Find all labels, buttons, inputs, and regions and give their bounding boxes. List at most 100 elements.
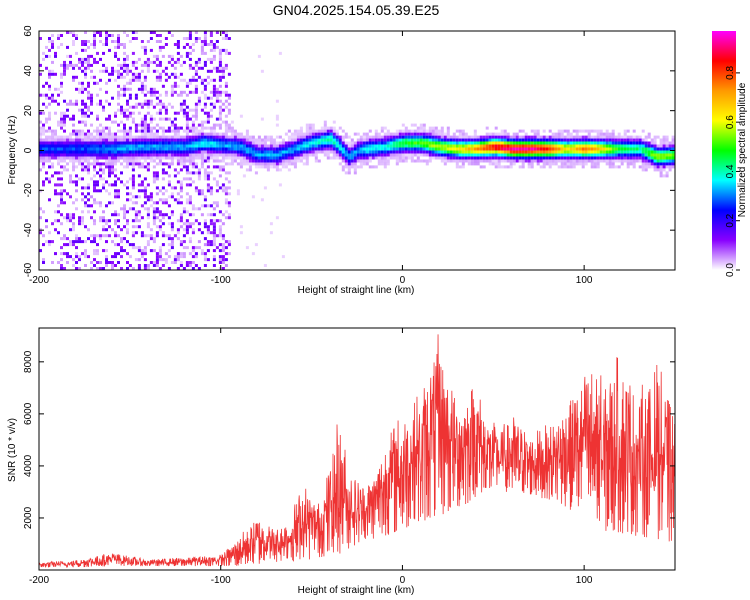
- spectrogram-cell: [78, 153, 81, 157]
- spectrogram-cell: [146, 264, 150, 267]
- spectrogram-cell: [431, 126, 435, 130]
- spectrogram-cell: [176, 126, 180, 130]
- spectrogram-cell: [75, 99, 78, 103]
- spectrogram-cell: [72, 117, 75, 121]
- spectrogram-cell: [90, 63, 93, 67]
- spectrogram-cell: [126, 210, 129, 214]
- spectrogram-cell: [428, 159, 432, 163]
- spectrogram-cell: [374, 153, 378, 157]
- spectrogram-cell: [623, 150, 627, 154]
- spectrogram-cell: [206, 135, 210, 139]
- spectrogram-cell: [140, 117, 144, 121]
- spectrogram-cell: [494, 150, 498, 154]
- spectrogram-cell: [287, 150, 291, 154]
- spectrogram-cell: [497, 135, 501, 139]
- spectrogram-cell: [99, 78, 102, 82]
- spectrogram-cell: [182, 78, 186, 82]
- spectrogram-cell: [584, 135, 588, 139]
- spectrogram-cell: [164, 162, 168, 166]
- spectrogram-cell: [90, 204, 93, 208]
- spectrogram-cell: [42, 129, 45, 133]
- spectrogram-cell: [140, 90, 144, 94]
- spectrogram-cell: [197, 222, 201, 226]
- spectrogram-cell: [72, 138, 75, 142]
- spectrogram-cell: [128, 78, 132, 82]
- spectrogram-cell: [302, 138, 306, 142]
- spectrogram-cell: [236, 144, 240, 148]
- spectrogram-cell: [236, 150, 240, 154]
- spectrogram-cell: [146, 141, 150, 145]
- spectrogram-cell: [197, 60, 201, 64]
- spectrogram-cell: [197, 99, 201, 103]
- spectrogram-cell: [75, 261, 78, 264]
- spectrogram-cell: [371, 135, 375, 139]
- spectrogram-cell: [45, 177, 48, 181]
- spectrogram-cell: [143, 123, 147, 127]
- spectrogram-cell: [188, 159, 192, 163]
- spectrogram-cell: [158, 78, 162, 82]
- spectrogram-cell: [635, 135, 639, 139]
- spectrogram-cell: [72, 114, 75, 118]
- spectrogram-cell: [51, 45, 54, 49]
- spectrogram-cell: [164, 138, 168, 142]
- spectrogram-cell: [137, 102, 141, 106]
- spectrogram-cell: [362, 141, 366, 145]
- spectrogram-cell: [503, 129, 507, 133]
- spectrogram-cell: [179, 216, 183, 220]
- spectrogram-cell: [182, 135, 186, 139]
- spectrogram-cell: [593, 165, 597, 169]
- spectrogram-cell: [93, 135, 96, 139]
- spectrogram-cell: [84, 102, 87, 106]
- spectrogram-cell: [155, 75, 159, 79]
- spectrogram-cell: [242, 141, 246, 145]
- spectrogram-cell: [81, 48, 84, 52]
- spectrogram-cell: [320, 144, 324, 148]
- spectrogram-cell: [54, 171, 57, 175]
- spectrogram-cell: [326, 156, 330, 160]
- spectrogram-cell: [75, 237, 78, 241]
- spectrogram-cell: [161, 150, 165, 154]
- spectrogram-cell: [422, 159, 426, 163]
- spectrogram-cell: [626, 156, 630, 160]
- spectrogram-cell: [320, 150, 324, 154]
- spectrogram-cell: [197, 37, 201, 40]
- snr-x-tick-label: -200: [29, 575, 49, 586]
- spectrogram-cell: [641, 159, 645, 163]
- spectrogram-cell: [350, 144, 354, 148]
- spectrogram-cell: [108, 78, 111, 82]
- spectrogram-cell: [120, 249, 123, 253]
- spectrogram-cell: [185, 147, 189, 151]
- spectrogram-cell: [131, 78, 135, 82]
- spectrogram-cell: [57, 138, 60, 142]
- spectrogram-cell: [377, 156, 381, 160]
- spectrogram-cell: [257, 150, 261, 154]
- spectrogram-cell: [72, 75, 75, 79]
- spectrogram-cell: [341, 156, 345, 160]
- spectrogram-cell: [81, 129, 84, 133]
- spectrogram-cell: [488, 147, 492, 151]
- spectrogram-cell: [54, 183, 57, 187]
- spectrogram-cell: [257, 159, 261, 163]
- snr-series: [39, 334, 675, 569]
- spectrogram-cell: [656, 156, 660, 160]
- spectrogram-cell: [464, 153, 468, 157]
- spectrogram-cell: [176, 255, 180, 259]
- spectrogram-cell: [179, 240, 183, 244]
- spectrogram-cell: [114, 210, 117, 214]
- spectrogram-cell: [203, 120, 207, 124]
- spectrogram-cell: [311, 123, 315, 127]
- spectrogram-cell: [105, 219, 108, 223]
- spectrogram-cell: [84, 144, 87, 148]
- spectrogram-cell: [161, 243, 165, 247]
- spectrogram-cell: [227, 162, 231, 166]
- spectrogram-cell: [170, 240, 174, 244]
- spectrogram-cell: [476, 150, 480, 154]
- spectrogram-cell: [200, 165, 204, 169]
- spectrogram-cell: [461, 153, 465, 157]
- spectrogram-cell: [191, 123, 195, 127]
- spectrogram-cell: [188, 225, 192, 229]
- spectrogram-cell: [632, 162, 636, 166]
- spectrogram-cell: [623, 132, 627, 136]
- spectrogram-cell: [374, 147, 378, 151]
- spectrogram-cell: [221, 75, 225, 79]
